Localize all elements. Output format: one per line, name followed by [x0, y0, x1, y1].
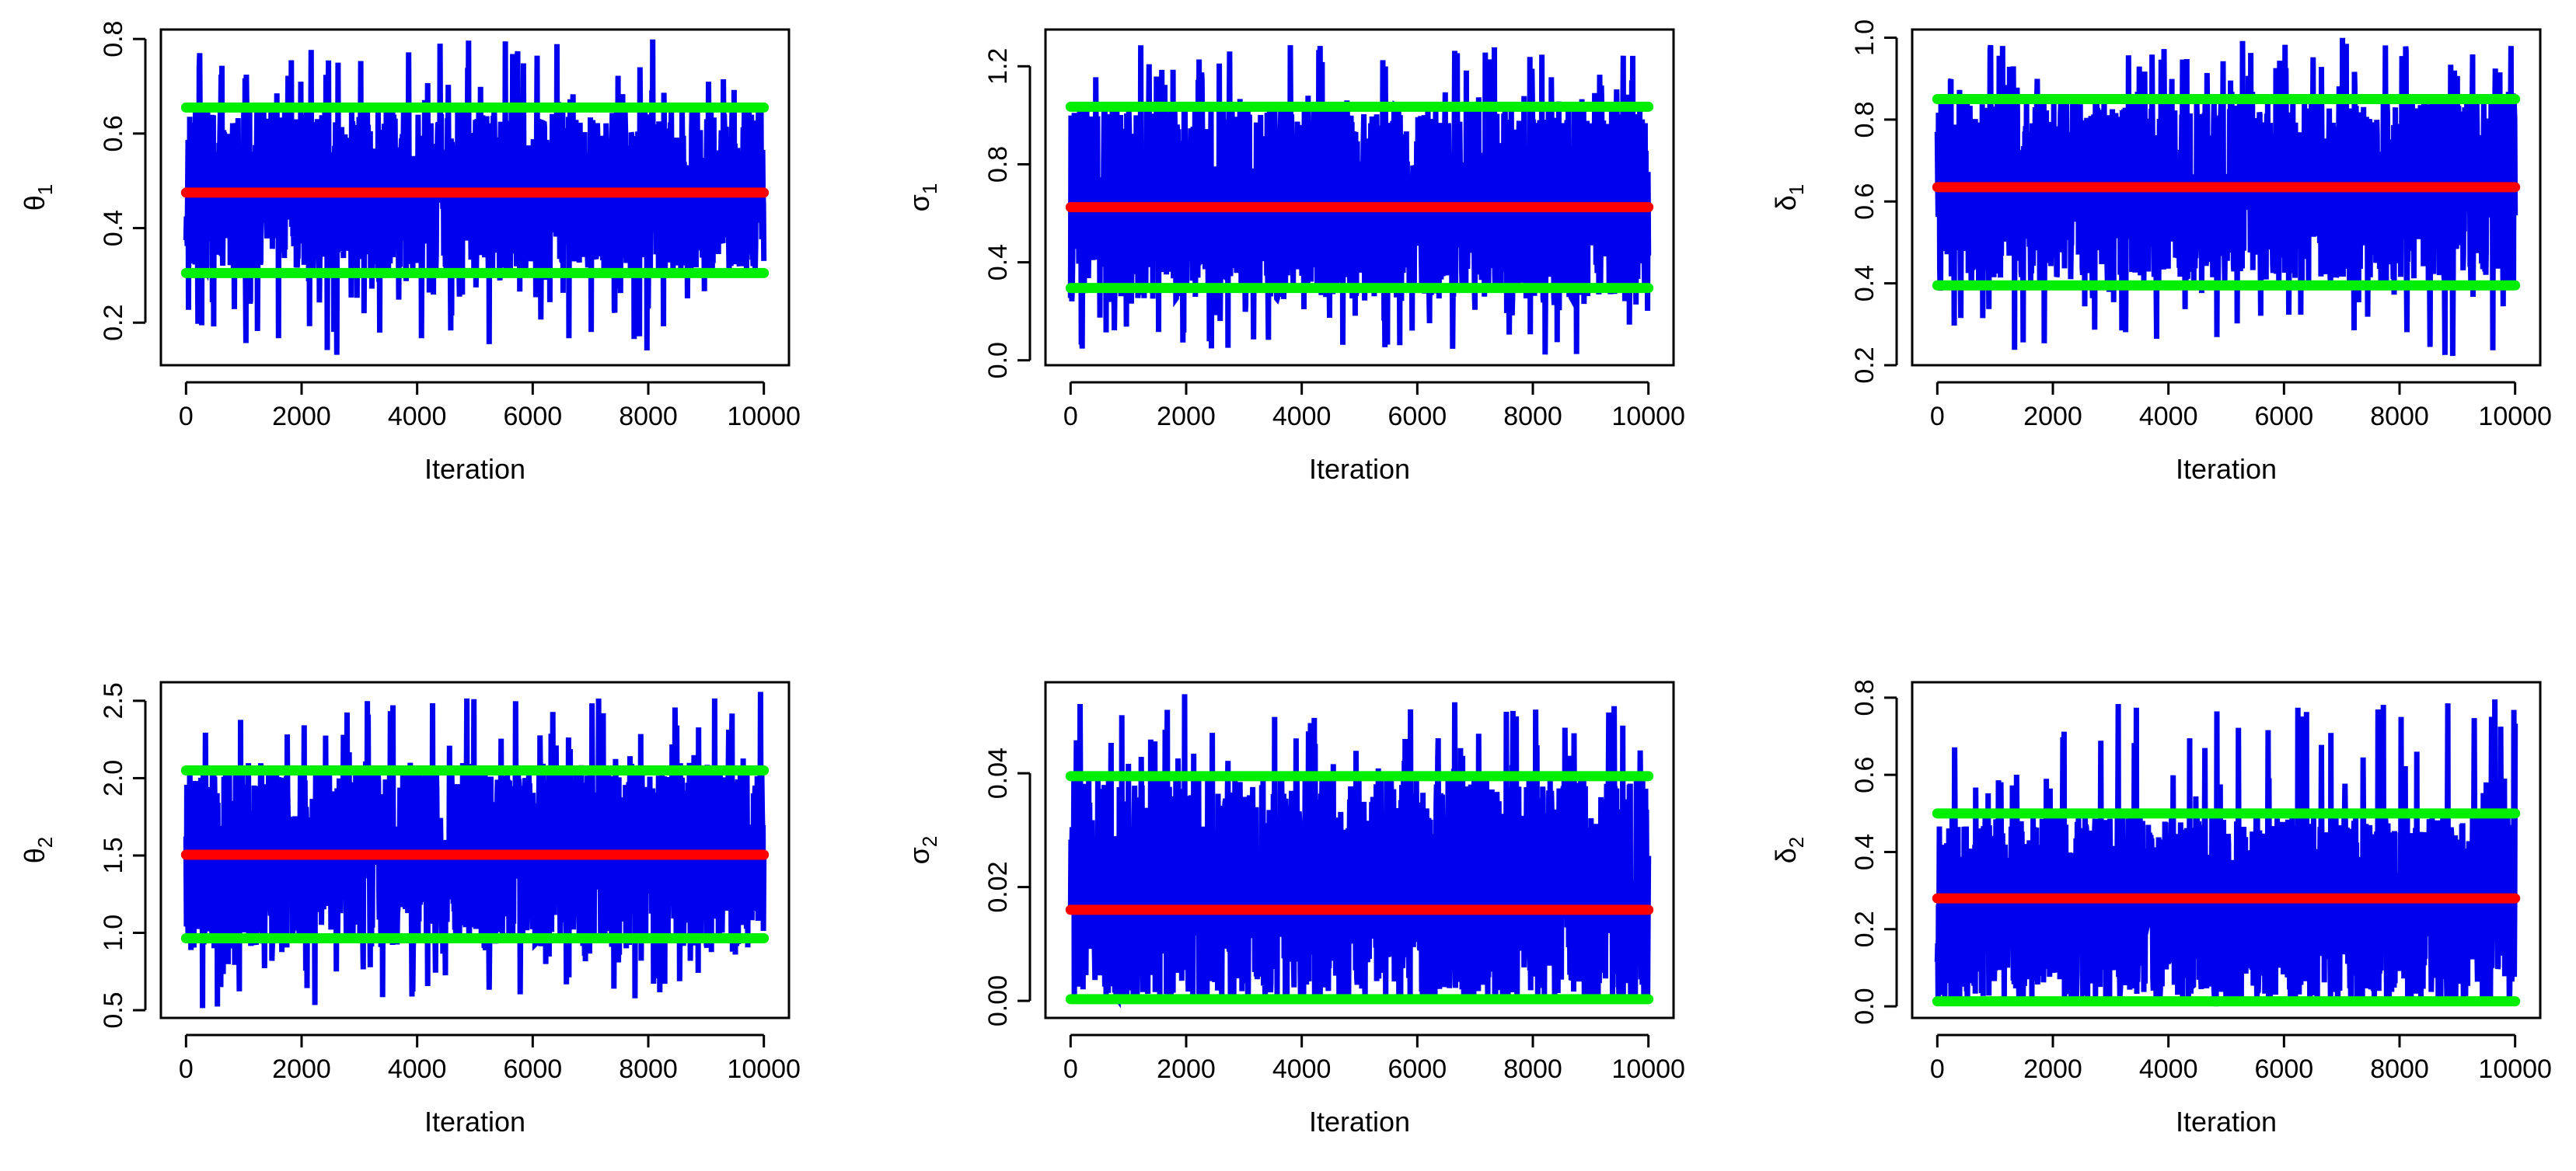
x-tick-label: 10000 [2478, 1054, 2552, 1084]
y-tick-label: 0.00 [983, 975, 1013, 1026]
x-tick-label: 8000 [2370, 402, 2429, 431]
y-tick-label: 0.5 [99, 992, 128, 1028]
y-axis-title: σ2 [903, 836, 941, 865]
trace-line [183, 39, 767, 355]
x-tick-label: 6000 [504, 402, 563, 431]
plot-frame [1044, 28, 1675, 367]
y-tick-label: 0.8 [983, 146, 1013, 183]
y-tick-label: 1.0 [99, 915, 128, 951]
y-tick-label: 0.04 [983, 748, 1013, 799]
x-tick-label: 2000 [272, 402, 331, 431]
x-tick-label: 6000 [1388, 402, 1447, 431]
x-tick-label: 6000 [2255, 1054, 2314, 1084]
x-tick-label: 2000 [1157, 402, 1216, 431]
trace-line [183, 692, 767, 1009]
x-tick-label: 2000 [2023, 402, 2082, 431]
x-tick-label: 6000 [2255, 402, 2314, 431]
y-axis-title: σ1 [903, 183, 941, 212]
trace-panel-2: 0 2000 4000 6000 8000 10000 Iteration 0.0 0.4 0.8… [903, 28, 1685, 485]
y-tick-label: 0.2 [1850, 347, 1880, 383]
x-axis-title: Iteration [1309, 453, 1410, 485]
x-tick-label: 10000 [2478, 402, 2552, 431]
x-tick-label: 10000 [1611, 402, 1685, 431]
x-tick-label: 8000 [619, 402, 678, 431]
trace-panel-1: 0 2000 4000 6000 8000 10000 Iteration 0.2 0.4 0.6… [19, 21, 801, 485]
y-axis-title: δ1 [1770, 184, 1808, 211]
plot-frame [159, 681, 791, 1019]
y-tick-label: 0.0 [1850, 988, 1880, 1024]
y-tick-label: 1.0 [1850, 19, 1880, 56]
plot-frame [1911, 28, 2542, 367]
y-tick-label: 2.0 [99, 760, 128, 796]
x-axis-title: Iteration [2176, 453, 2277, 485]
y-tick-label: 0.4 [99, 210, 128, 246]
y-tick-label: 0.02 [983, 861, 1013, 912]
plot-frame [1044, 681, 1675, 1019]
x-tick-label: 8000 [2370, 1054, 2429, 1084]
plot-frame [1911, 681, 2542, 1019]
trace-line [1934, 699, 2518, 1007]
y-tick-label: 0.2 [1850, 911, 1880, 947]
x-tick-label: 8000 [1503, 402, 1562, 431]
x-tick-label: 2000 [272, 1054, 331, 1084]
y-tick-label: 0.8 [1850, 679, 1880, 716]
trace-panel-5: 0 2000 4000 6000 8000 10000 Iteration 0.00 0.02 0… [903, 681, 1685, 1138]
x-tick-label: 10000 [727, 1054, 801, 1084]
y-tick-label: 0.6 [1850, 183, 1880, 220]
trace-line [1067, 694, 1652, 1009]
x-tick-label: 4000 [388, 402, 447, 431]
y-tick-label: 0.6 [99, 115, 128, 152]
plot-frame [159, 28, 791, 367]
x-tick-label: 6000 [1388, 1054, 1447, 1084]
y-axis-title: θ1 [19, 184, 57, 211]
x-tick-label: 4000 [1272, 402, 1332, 431]
x-tick-label: 2000 [2023, 1054, 2082, 1084]
trace-line [1934, 37, 2518, 357]
x-axis-title: Iteration [424, 1106, 525, 1138]
x-axis-title: Iteration [424, 453, 525, 485]
y-tick-label: 1.2 [983, 48, 1013, 85]
x-tick-label: 0 [1930, 1054, 1945, 1084]
x-tick-label: 6000 [504, 1054, 563, 1084]
x-tick-label: 8000 [619, 1054, 678, 1084]
trace-line [1067, 45, 1652, 355]
y-tick-label: 0.8 [1850, 101, 1880, 138]
x-tick-label: 0 [1063, 402, 1078, 431]
x-tick-label: 0 [1063, 1054, 1078, 1084]
trace-panel-4: 0 2000 4000 6000 8000 10000 Iteration 0.5 1.0 1.5… [19, 681, 801, 1138]
y-tick-label: 0.4 [1850, 265, 1880, 301]
y-tick-label: 0.8 [99, 21, 128, 58]
x-tick-label: 4000 [1272, 1054, 1332, 1084]
x-axis-title: Iteration [2176, 1106, 2277, 1138]
x-tick-label: 10000 [1611, 1054, 1685, 1084]
x-tick-label: 10000 [727, 402, 801, 431]
x-tick-label: 0 [179, 1054, 194, 1084]
x-tick-label: 8000 [1503, 1054, 1562, 1084]
x-tick-label: 0 [1930, 402, 1945, 431]
x-tick-label: 4000 [2139, 1054, 2198, 1084]
y-tick-label: 0.6 [1850, 757, 1880, 793]
x-tick-label: 4000 [2139, 402, 2198, 431]
y-tick-label: 0.0 [983, 342, 1013, 378]
y-tick-label: 0.2 [99, 305, 128, 341]
x-tick-label: 0 [179, 402, 194, 431]
y-tick-label: 0.4 [1850, 834, 1880, 870]
y-tick-label: 1.5 [99, 837, 128, 873]
y-axis-title: θ2 [19, 837, 57, 864]
y-tick-label: 0.4 [983, 244, 1013, 281]
x-tick-label: 4000 [388, 1054, 447, 1084]
y-tick-label: 2.5 [99, 682, 128, 719]
trace-panel-3: 0 2000 4000 6000 8000 10000 Iteration 0.2 0.4 0.6… [1770, 19, 2552, 485]
x-tick-label: 2000 [1157, 1054, 1216, 1084]
y-axis-title: δ2 [1770, 837, 1808, 864]
trace-panel-6: 0 2000 4000 6000 8000 10000 Iteration 0.0 0.2 0.4… [1770, 679, 2552, 1138]
x-axis-title: Iteration [1309, 1106, 1410, 1138]
